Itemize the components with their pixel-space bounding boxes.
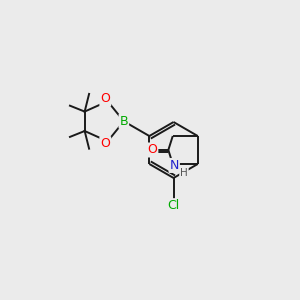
- Text: O: O: [148, 143, 158, 157]
- Text: H: H: [180, 168, 188, 178]
- Text: Cl: Cl: [167, 199, 180, 212]
- Text: B: B: [119, 115, 128, 128]
- Text: N: N: [169, 159, 179, 172]
- Text: O: O: [100, 137, 110, 150]
- Text: O: O: [100, 92, 110, 105]
